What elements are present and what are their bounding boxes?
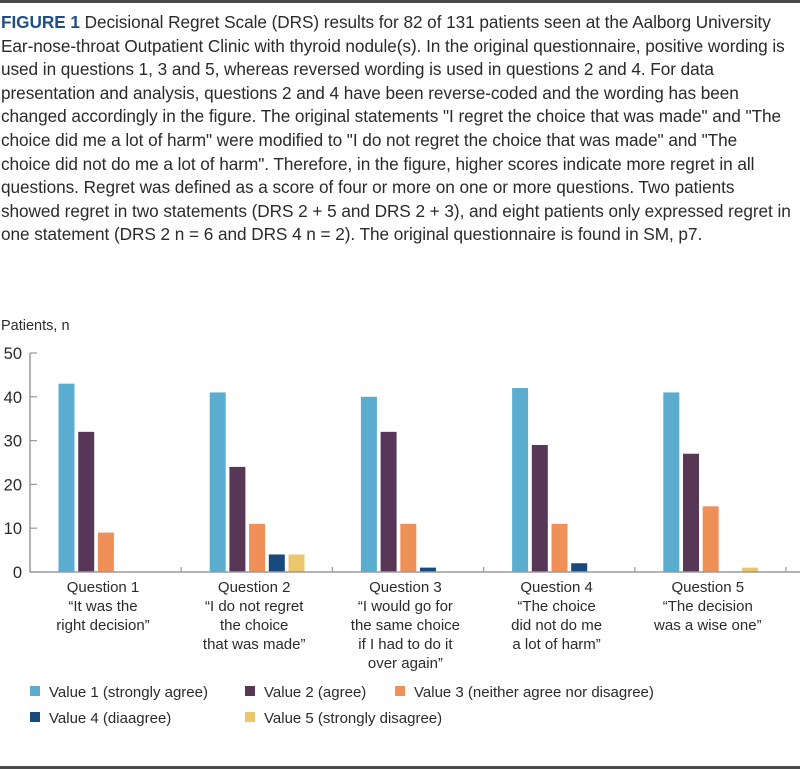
legend-label: Value 1 (strongly agree) <box>49 684 208 701</box>
category-description-line: that was made” <box>203 636 306 653</box>
category-description-line: “The choice <box>517 598 595 615</box>
y-tick-label: 20 <box>4 476 22 494</box>
legend-label: Value 2 (agree) <box>264 684 366 701</box>
bar-q3-value2 <box>380 431 397 572</box>
category-title: Question 4 <box>520 579 593 596</box>
category-title: Question 1 <box>67 579 140 596</box>
category-description-line: “The decision <box>663 598 753 615</box>
bar-q4-value3 <box>551 523 568 572</box>
legend-item-value2: Value 2 (agree) <box>245 684 366 701</box>
y-tick-label: 0 <box>13 564 22 582</box>
bar-q1-value1 <box>58 383 75 572</box>
y-tick-label: 30 <box>4 433 22 451</box>
bar-q5-value5 <box>742 567 759 572</box>
y-axis-label: Patients, n <box>1 318 70 334</box>
category-title: Question 5 <box>672 579 745 596</box>
legend-label: Value 4 (diaagree) <box>49 710 171 727</box>
category-description-line: was a wise one” <box>653 617 762 634</box>
category-description-line: the same choice <box>351 617 460 634</box>
bars <box>58 383 759 572</box>
bar-q4-value2 <box>531 444 548 572</box>
legend-swatch <box>30 686 40 696</box>
bar-q1-value2 <box>78 431 95 572</box>
bar-q1-value3 <box>97 532 114 572</box>
bar-q2-value5 <box>288 554 305 572</box>
category-title: Question 3 <box>369 579 442 596</box>
category-description-line: did not do me <box>511 617 602 634</box>
category-description-line: over again” <box>368 655 443 672</box>
bar-q3-value4 <box>420 567 436 572</box>
bar-q3-value3 <box>400 523 417 572</box>
category-description-line: if I had to do it <box>358 636 453 653</box>
y-tick-label: 50 <box>4 345 22 363</box>
x-axis: Question 1 “It was the right decision” Ques… <box>30 567 800 672</box>
legend-item-value5: Value 5 (strongly disagree) <box>245 710 442 727</box>
category-description-line: “I do not regret <box>205 598 304 615</box>
y-tick-label: 10 <box>4 520 22 538</box>
bar-q2-value3 <box>249 523 266 572</box>
category-description-line: “I would go for <box>358 598 453 615</box>
legend-item-value1: Value 1 (strongly agree) <box>30 684 208 701</box>
figure-caption: FIGURE 1 Decisional Regret Scale (DRS) r… <box>1 11 791 247</box>
top-rule <box>0 0 800 3</box>
bar-q2-value4 <box>268 554 285 572</box>
bar-q4-value1 <box>512 388 529 572</box>
category-description-line: “It was the <box>68 598 137 615</box>
bar-q4-value4 <box>571 563 588 572</box>
legend: Value 1 (strongly agree) Value 2 (agree) V… <box>30 684 654 727</box>
bar-q5-value2 <box>683 453 699 572</box>
legend-swatch <box>30 712 40 722</box>
y-axis: 0 10 20 30 40 50 <box>4 345 37 582</box>
category-title: Question 2 <box>218 579 291 596</box>
category-description-line: a lot of harm” <box>512 636 600 653</box>
category-description-line: right decision” <box>56 617 149 634</box>
bar-q3-value1 <box>360 396 377 572</box>
legend-swatch <box>245 686 255 696</box>
legend-swatch <box>395 686 405 696</box>
category-description-line: the choice <box>220 617 288 634</box>
bar-q5-value3 <box>702 506 719 572</box>
legend-label: Value 3 (neither agree nor disagree) <box>414 684 654 701</box>
legend-label: Value 5 (strongly disagree) <box>264 710 442 727</box>
bar-q5-value1 <box>663 392 680 572</box>
caption-text: Decisional Regret Scale (DRS) results fo… <box>1 12 791 245</box>
y-tick-label: 40 <box>4 389 22 407</box>
figure-label: FIGURE 1 <box>1 12 80 32</box>
legend-item-value4: Value 4 (diaagree) <box>30 710 171 727</box>
legend-item-value3: Value 3 (neither agree nor disagree) <box>395 684 654 701</box>
bar-q2-value1 <box>209 392 226 572</box>
bar-q2-value2 <box>229 466 246 572</box>
bottom-rule <box>0 766 800 769</box>
legend-swatch <box>245 712 255 722</box>
